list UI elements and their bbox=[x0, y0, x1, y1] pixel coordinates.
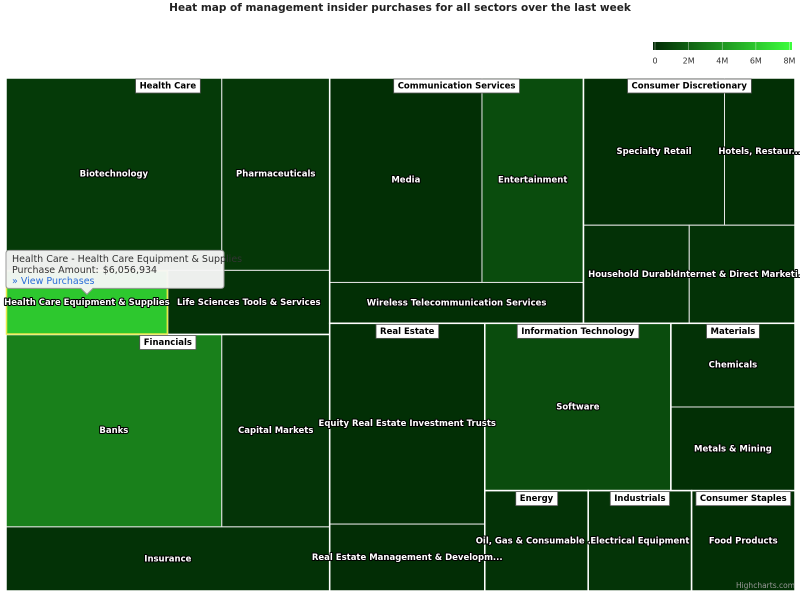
treemap-cell[interactable] bbox=[691, 490, 796, 592]
tooltip-title: Health Care - Health Care Equipment & Su… bbox=[12, 254, 242, 265]
tooltip-box bbox=[5, 249, 225, 296]
cell-label: Media bbox=[391, 176, 420, 186]
legend-tick-label: 2M bbox=[683, 57, 695, 66]
tooltip-value: $6,056,934 bbox=[103, 265, 157, 276]
sector-label-box: Industrials bbox=[609, 491, 670, 507]
cell-label: Insurance bbox=[144, 554, 191, 564]
treemap-cell[interactable] bbox=[481, 77, 584, 283]
cell-label: Pharmaceuticals bbox=[236, 170, 315, 180]
sector-label-bg bbox=[695, 491, 792, 507]
sector-label-box: Energy bbox=[515, 491, 559, 507]
cell-label: Hotels, Restaur... bbox=[718, 147, 800, 157]
tooltip-label: Purchase Amount: bbox=[12, 265, 99, 276]
sector-label: Consumer Staples bbox=[700, 494, 787, 504]
color-legend: 0 2M 4M 6M 8M bbox=[652, 42, 796, 66]
sector-label-box: Consumer Staples bbox=[695, 491, 792, 507]
legend-tick-label: 6M bbox=[750, 57, 762, 66]
sector-label: Financials bbox=[144, 338, 192, 348]
cell-label: Household Durables bbox=[588, 270, 685, 280]
sector-label-bg bbox=[139, 335, 197, 350]
sector-label: Industrials bbox=[614, 494, 665, 504]
legend-tick-label: 0 bbox=[652, 57, 657, 66]
cell-label: Wireless Telecommunication Services bbox=[367, 298, 547, 308]
treemap-cell[interactable] bbox=[5, 77, 223, 271]
sector-label-box: Materials bbox=[706, 323, 760, 339]
sector-label: Energy bbox=[520, 494, 554, 504]
sector-label-bg bbox=[627, 78, 752, 94]
legend-tick-label: 8M bbox=[783, 57, 795, 66]
cell-label: Capital Markets bbox=[238, 426, 313, 436]
sector-label: Information Technology bbox=[521, 327, 635, 337]
cell-label: Chemicals bbox=[709, 361, 758, 371]
sector-label-bg bbox=[706, 323, 760, 339]
cell-label: Internet & Direct Marketi... bbox=[677, 270, 800, 280]
sector-label-box: Real Estate bbox=[375, 323, 440, 339]
sector-label: Materials bbox=[711, 327, 756, 337]
legend-tick-label: 4M bbox=[716, 57, 728, 66]
treemap-cell[interactable] bbox=[484, 322, 672, 492]
sector-label: Communication Services bbox=[398, 82, 516, 92]
treemap-cell[interactable] bbox=[670, 406, 796, 492]
cell-label: Food Products bbox=[709, 536, 778, 546]
sector-label-box: Financials bbox=[139, 335, 197, 350]
chart-title: Heat map of management insider purchases… bbox=[169, 2, 632, 14]
sector-label: Health Care bbox=[140, 82, 197, 92]
sector-label-box: Communication Services bbox=[393, 78, 520, 94]
credits[interactable]: Highcharts.com bbox=[736, 581, 795, 590]
cell-label: Biotechnology bbox=[80, 170, 149, 180]
treemap-cell[interactable] bbox=[329, 77, 483, 283]
labels: Biotechnology Pharmaceuticals Health Care … bbox=[3, 78, 800, 565]
cell-label: Specialty Retail bbox=[616, 147, 691, 157]
cell-label: Equity Real Estate Investment Trusts bbox=[319, 419, 496, 429]
sector-border bbox=[690, 489, 796, 592]
cell-label: Real Estate Management & Developm... bbox=[312, 553, 503, 563]
cell-label: Entertainment bbox=[498, 176, 567, 186]
plot-area bbox=[5, 77, 796, 592]
sector-label-bg bbox=[375, 323, 440, 339]
sector-label-box: Information Technology bbox=[516, 323, 640, 339]
sector-label-bg bbox=[515, 491, 559, 507]
sector-label-box: Health Care bbox=[135, 78, 201, 94]
tooltip-link[interactable]: » View Purchases bbox=[12, 276, 95, 287]
cell-label: Oil, Gas & Consumable ... bbox=[476, 536, 598, 546]
sector-label-bg bbox=[135, 78, 201, 94]
tooltip: Health Care - Health Care Equipment & Su… bbox=[5, 249, 242, 296]
cell-label: Banks bbox=[99, 426, 128, 436]
cell-label: Life Sciences Tools & Services bbox=[177, 298, 321, 308]
treemap-cell[interactable] bbox=[221, 77, 331, 271]
sector-label: Consumer Discretionary bbox=[632, 82, 748, 92]
treemap-cell[interactable] bbox=[723, 77, 796, 226]
sector-label-bg bbox=[516, 323, 640, 339]
cell-label: Health Care Equipment & Supplies bbox=[4, 298, 170, 308]
sector-label-bg bbox=[609, 491, 670, 507]
cell-label: Metals & Mining bbox=[694, 444, 772, 454]
cell-label: Software bbox=[556, 402, 600, 412]
treemap-cell[interactable] bbox=[688, 224, 796, 324]
sector-label-bg bbox=[393, 78, 520, 94]
sector-label: Real Estate bbox=[380, 327, 435, 337]
cell-label: Electrical Equipment bbox=[590, 536, 689, 546]
treemap-cell[interactable] bbox=[221, 334, 331, 528]
sector-label-box: Consumer Discretionary bbox=[627, 78, 752, 94]
